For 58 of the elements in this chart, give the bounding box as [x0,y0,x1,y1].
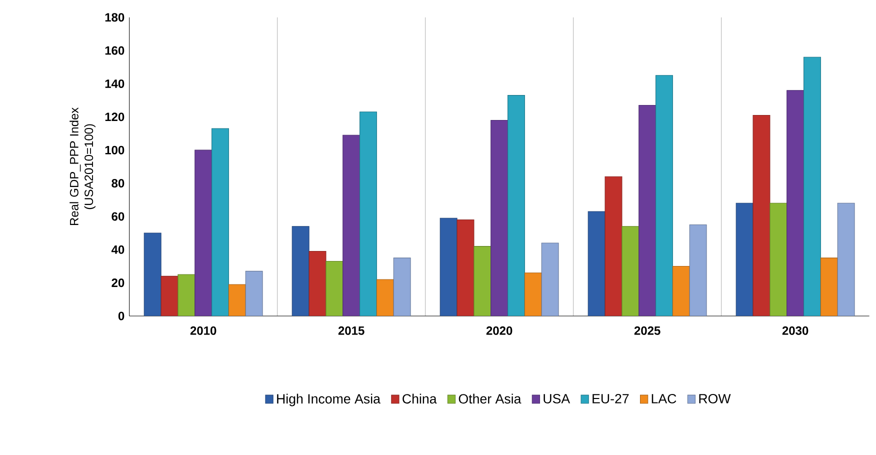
bar [178,274,196,316]
bar [393,258,411,316]
bar [820,258,838,316]
y-tick-label: 40 [111,246,124,254]
bar [804,57,821,316]
bar [212,128,229,316]
bar [160,276,178,316]
legend-label: LAC [652,394,676,404]
y-tick-label: 60 [112,212,124,221]
bar [588,211,606,316]
y-tick-label: 180 [105,13,124,22]
bar [689,224,707,316]
bar [440,218,458,316]
bar [194,150,212,316]
bar [245,271,263,316]
bar [604,176,622,316]
bar [508,95,525,316]
x-tick-label: 2015 [338,326,364,336]
bar [228,284,246,316]
legend-label: High Income Asia [277,394,380,406]
bar [326,261,344,316]
legend-label: USA [544,394,570,404]
bar [770,203,788,316]
bar [360,112,377,316]
x-tick-label: 2010 [190,326,216,336]
bar [622,226,640,316]
y-axis-title: Real GDP_PPP Index (USA2010=100) [70,108,96,226]
legend-label: EU-27 [592,394,629,404]
bar [376,279,394,316]
bar [292,226,310,316]
bar [837,203,855,316]
bar [672,266,690,316]
y-tick-label: 120 [105,112,124,122]
x-tick-label: 2025 [634,326,660,336]
bar [308,251,326,316]
bar [490,120,508,316]
y-tick-label: 100 [105,146,124,155]
y-tick-label: 140 [105,80,124,88]
legend-label: Other Asia [458,394,522,404]
legend-label: China [402,394,437,404]
y-tick-label: 20 [112,278,124,288]
bar [541,242,559,316]
x-tick-label: 2030 [782,326,808,336]
legend-label: ROW [699,394,731,404]
bar [524,272,542,316]
bar [456,220,474,316]
bar [474,246,492,316]
y-tick-label: 0 [118,312,124,320]
bar [752,115,770,316]
bar [638,105,656,316]
bar [342,135,360,316]
x-tick-label: 2020 [486,326,512,336]
y-tick-label: 160 [105,46,124,55]
bar [786,90,804,316]
bar [656,75,673,316]
bar [144,232,162,316]
y-tick-label: 80 [112,179,124,188]
bar [736,203,754,316]
